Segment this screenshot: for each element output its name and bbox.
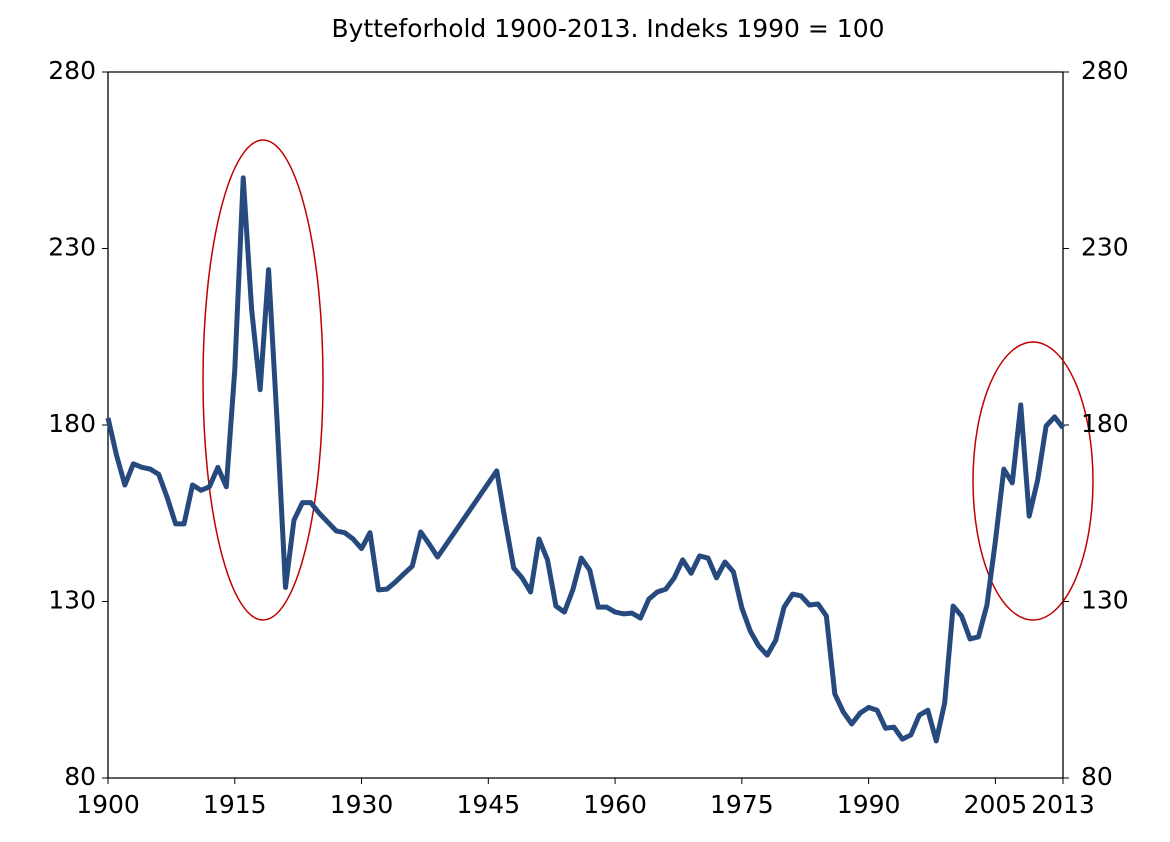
- y2-tick-label: 80: [1081, 762, 1113, 791]
- x-tick-label: 1900: [76, 790, 140, 819]
- data-line: [105, 175, 1065, 744]
- x-tick-label: 1915: [203, 790, 267, 819]
- highlight-ellipse: [202, 139, 324, 621]
- x-tick-label: 1975: [710, 790, 774, 819]
- x-tick-label: 1930: [330, 790, 394, 819]
- highlight-ellipse: [972, 341, 1094, 621]
- x-tick-label: 2013: [1031, 790, 1095, 819]
- y2-tick-label: 180: [1081, 409, 1129, 438]
- y-tick-label: 80: [64, 762, 96, 791]
- x-tick-label: 1945: [456, 790, 520, 819]
- x-tick-label: 1960: [583, 790, 647, 819]
- y2-tick-label: 130: [1081, 586, 1129, 615]
- y-tick-label: 280: [48, 56, 96, 85]
- y-tick-label: 180: [48, 409, 96, 438]
- y-tick-label: 230: [48, 233, 96, 262]
- x-tick-label: 1990: [837, 790, 901, 819]
- x-tick-label: 2005: [964, 790, 1028, 819]
- y2-tick-label: 280: [1081, 56, 1129, 85]
- chart-title: Bytteforhold 1900-2013. Indeks 1990 = 10…: [331, 14, 884, 43]
- y2-tick-label: 230: [1081, 233, 1129, 262]
- y-tick-label: 130: [48, 586, 96, 615]
